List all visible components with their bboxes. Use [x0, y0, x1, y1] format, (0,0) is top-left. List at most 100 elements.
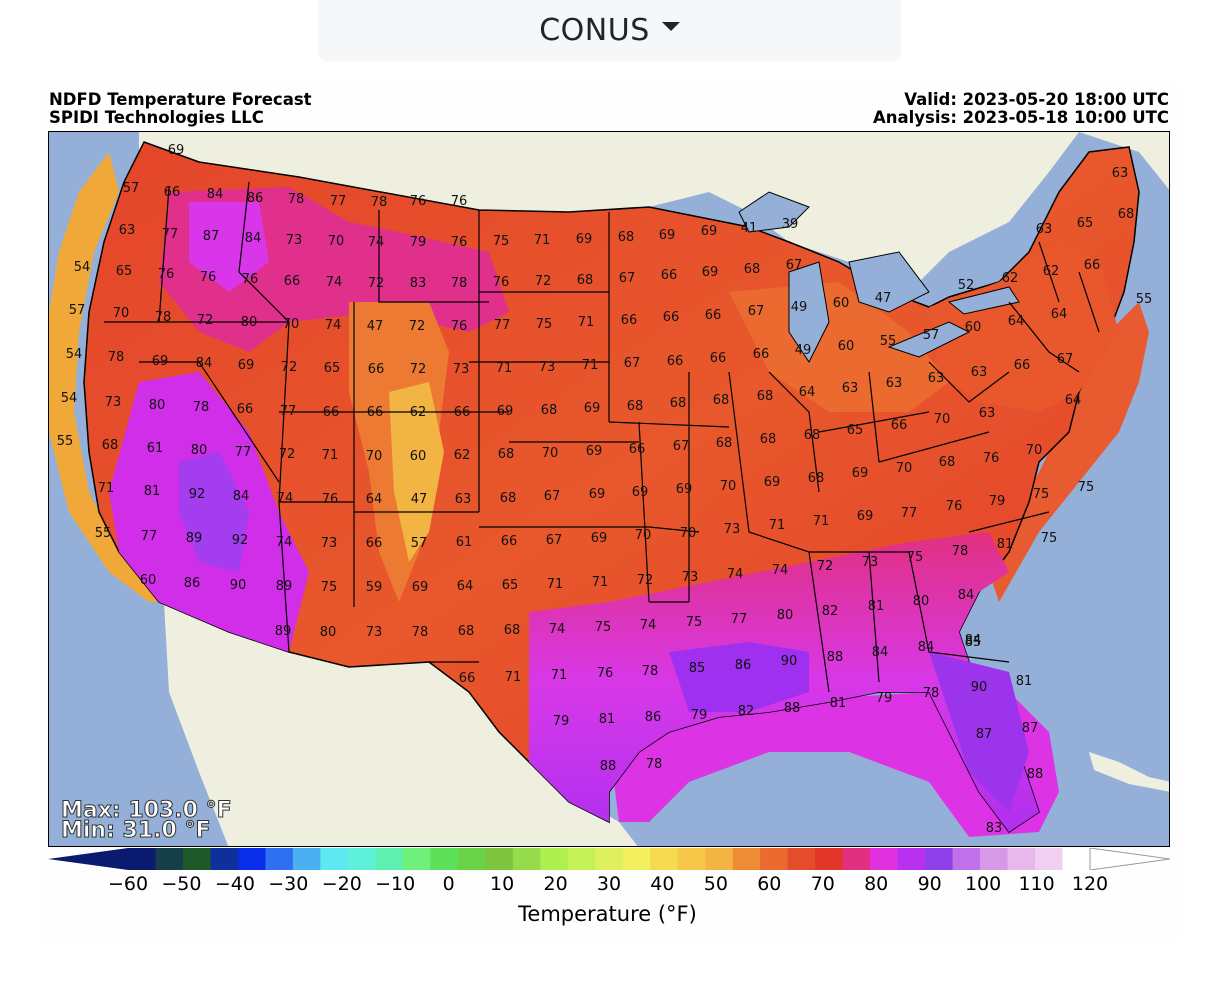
temperature-label: 76 — [242, 272, 259, 287]
temperature-label: 55 — [1136, 292, 1153, 307]
temperature-label: 64 — [366, 492, 383, 507]
colorbar-segment — [1007, 848, 1036, 870]
colorbar-segment — [265, 848, 294, 870]
temperature-label: 88 — [784, 701, 801, 716]
temperature-label: 70 — [328, 234, 345, 249]
temperature-label: 81 — [1016, 674, 1033, 689]
colorbar-tick: −50 — [161, 873, 202, 895]
colorbar-tick: 50 — [703, 873, 728, 895]
temperature-label: 81 — [997, 537, 1014, 552]
temperature-label: 89 — [186, 531, 203, 546]
colorbar-segment — [292, 848, 321, 870]
temperature-label: 86 — [735, 658, 752, 673]
temperature-label: 68 — [760, 432, 777, 447]
temperature-label: 82 — [738, 704, 755, 719]
temperature-label: 66 — [284, 274, 301, 289]
temperature-label: 71 — [551, 668, 568, 683]
temperature-label: 72 — [817, 559, 834, 574]
temperature-label: 69 — [857, 509, 874, 524]
temperature-label: 84 — [196, 356, 213, 371]
temperature-label: 70 — [542, 446, 559, 461]
temperature-label: 75 — [536, 317, 553, 332]
temperature-label: 62 — [454, 448, 471, 463]
temperature-label: 80 — [241, 315, 258, 330]
temperature-label: 66 — [667, 354, 684, 369]
triangle-left-icon — [48, 848, 128, 870]
temperature-label: 39 — [782, 217, 799, 232]
temperature-label: 86 — [184, 576, 201, 591]
temperature-label: 66 — [710, 351, 727, 366]
colorbar-tick: −20 — [321, 873, 362, 895]
temperature-label: 68 — [500, 491, 517, 506]
temperature-label: 66 — [705, 308, 722, 323]
max-temperature: Max: 103.0 °F — [61, 798, 233, 823]
temperature-label: 77 — [235, 445, 252, 460]
colorbar-segment — [430, 848, 459, 870]
temperature-label: 73 — [321, 536, 338, 551]
temperature-label: 57 — [411, 536, 428, 551]
temperature-label: 74 — [549, 622, 566, 637]
temperature-label: 57 — [923, 328, 940, 343]
temperature-label: 66 — [621, 313, 638, 328]
temperature-label: 72 — [410, 362, 427, 377]
colorbar-segment — [870, 848, 899, 870]
temperature-label: 68 — [504, 623, 521, 638]
temperature-label: 60 — [833, 296, 850, 311]
temperature-label: 86 — [247, 191, 264, 206]
temperature-label: 74 — [727, 567, 744, 582]
temperature-label: 77 — [731, 612, 748, 627]
colorbar-segment — [237, 848, 267, 870]
colorbar-segment — [128, 848, 157, 870]
temperature-label: 85 — [689, 661, 706, 676]
pacific-halo — [49, 152, 169, 602]
temperature-label: 70 — [283, 317, 300, 332]
temperature-label: 78 — [412, 625, 429, 640]
temperature-label: 71 — [813, 514, 830, 529]
temperature-label: 47 — [367, 319, 384, 334]
temperature-label: 66 — [323, 405, 340, 420]
temperature-label: 76 — [322, 492, 339, 507]
temperature-label: 77 — [280, 404, 297, 419]
lake-huron — [848, 251, 930, 313]
temperature-label: 64 — [1065, 393, 1082, 408]
temperature-label: 80 — [191, 443, 208, 458]
colorbar-segment — [1062, 848, 1091, 870]
temperature-label: 62 — [410, 405, 427, 420]
temperature-label: 70 — [113, 306, 130, 321]
temperature-label: 41 — [741, 221, 758, 236]
temperature-label: 87 — [976, 727, 993, 742]
region-dropdown[interactable]: CONUS — [318, 0, 901, 61]
temperature-label: 70 — [934, 412, 951, 427]
temperature-label: 77 — [162, 227, 179, 242]
temperature-label: 60 — [140, 573, 157, 588]
temperature-label: 92 — [189, 487, 206, 502]
temperature-label: 65 — [847, 423, 864, 438]
temperature-label: 75 — [686, 615, 703, 630]
temperature-label: 55 — [95, 526, 112, 541]
temperature-label: 71 — [496, 361, 513, 376]
florida-hot — [929, 652, 1029, 812]
temperature-label: 71 — [505, 670, 522, 685]
temperature-label: 66 — [459, 671, 476, 686]
temperature-label: 49 — [791, 300, 808, 315]
northeast-cool — [929, 242, 1119, 412]
temperature-label: 68 — [670, 396, 687, 411]
temperature-label: 47 — [411, 492, 428, 507]
colorbar-tick: 60 — [757, 873, 782, 895]
temperature-label: 84 — [233, 489, 250, 504]
colorbar-tick: 30 — [596, 873, 622, 895]
temperature-label: 64 — [1051, 307, 1068, 322]
temperature-label: 73 — [366, 625, 383, 640]
temperature-label: 88 — [600, 759, 617, 774]
temperature-label: 74 — [772, 563, 789, 578]
temperature-label: 76 — [410, 194, 427, 209]
temperature-label: 66 — [501, 534, 518, 549]
temperature-label: 82 — [822, 604, 839, 619]
temperature-label: 84 — [965, 633, 982, 648]
temperature-label: 66 — [1084, 258, 1101, 273]
temperature-label: 64 — [1008, 314, 1025, 329]
colorbar-tick: 90 — [917, 873, 942, 895]
colorbar-segment — [732, 848, 761, 870]
temperature-label: 62 — [1043, 264, 1060, 279]
temperature-label: 78 — [108, 350, 125, 365]
